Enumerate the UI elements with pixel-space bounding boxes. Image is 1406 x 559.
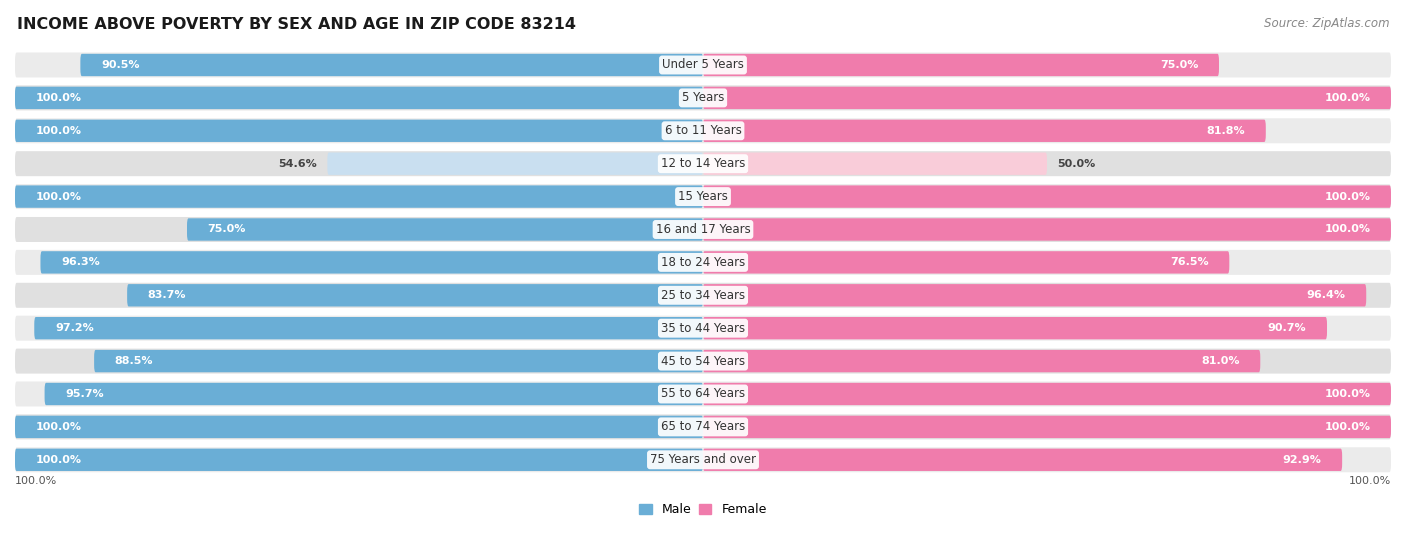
FancyBboxPatch shape <box>15 217 1391 242</box>
Text: 6 to 11 Years: 6 to 11 Years <box>665 124 741 138</box>
FancyBboxPatch shape <box>15 416 703 438</box>
Text: 76.5%: 76.5% <box>1170 257 1209 267</box>
FancyBboxPatch shape <box>15 447 1391 472</box>
Text: 65 to 74 Years: 65 to 74 Years <box>661 420 745 433</box>
Text: 18 to 24 Years: 18 to 24 Years <box>661 256 745 269</box>
Text: 55 to 64 Years: 55 to 64 Years <box>661 387 745 400</box>
Text: 50.0%: 50.0% <box>1057 159 1095 169</box>
FancyBboxPatch shape <box>15 151 1391 176</box>
Text: 45 to 54 Years: 45 to 54 Years <box>661 354 745 368</box>
Text: 75.0%: 75.0% <box>208 225 246 234</box>
Text: 100.0%: 100.0% <box>1324 225 1371 234</box>
Text: 83.7%: 83.7% <box>148 290 186 300</box>
FancyBboxPatch shape <box>94 350 703 372</box>
FancyBboxPatch shape <box>15 250 1391 275</box>
Text: 100.0%: 100.0% <box>1348 476 1391 486</box>
FancyBboxPatch shape <box>127 284 703 306</box>
Text: 100.0%: 100.0% <box>35 422 82 432</box>
Text: 75 Years and over: 75 Years and over <box>650 453 756 466</box>
FancyBboxPatch shape <box>703 153 1047 175</box>
Text: 16 and 17 Years: 16 and 17 Years <box>655 223 751 236</box>
FancyBboxPatch shape <box>703 219 1391 241</box>
Text: 88.5%: 88.5% <box>115 356 153 366</box>
Text: 25 to 34 Years: 25 to 34 Years <box>661 289 745 302</box>
FancyBboxPatch shape <box>15 316 1391 340</box>
Text: 95.7%: 95.7% <box>65 389 104 399</box>
FancyBboxPatch shape <box>328 153 703 175</box>
FancyBboxPatch shape <box>15 186 703 208</box>
Text: 81.0%: 81.0% <box>1201 356 1240 366</box>
FancyBboxPatch shape <box>15 86 1391 110</box>
Text: 100.0%: 100.0% <box>1324 422 1371 432</box>
Text: 97.2%: 97.2% <box>55 323 94 333</box>
FancyBboxPatch shape <box>703 284 1367 306</box>
FancyBboxPatch shape <box>703 416 1391 438</box>
Text: 100.0%: 100.0% <box>15 476 58 486</box>
Text: 35 to 44 Years: 35 to 44 Years <box>661 321 745 335</box>
Text: 100.0%: 100.0% <box>35 192 82 202</box>
FancyBboxPatch shape <box>15 414 1391 439</box>
FancyBboxPatch shape <box>80 54 703 76</box>
FancyBboxPatch shape <box>15 349 1391 373</box>
Text: 96.4%: 96.4% <box>1306 290 1346 300</box>
FancyBboxPatch shape <box>15 119 1391 143</box>
Text: Source: ZipAtlas.com: Source: ZipAtlas.com <box>1264 17 1389 30</box>
FancyBboxPatch shape <box>703 350 1260 372</box>
FancyBboxPatch shape <box>187 219 703 241</box>
FancyBboxPatch shape <box>15 184 1391 209</box>
Text: 5 Years: 5 Years <box>682 91 724 105</box>
FancyBboxPatch shape <box>703 383 1391 405</box>
Text: Under 5 Years: Under 5 Years <box>662 59 744 72</box>
Text: 100.0%: 100.0% <box>1324 389 1371 399</box>
FancyBboxPatch shape <box>15 381 1391 406</box>
FancyBboxPatch shape <box>41 251 703 273</box>
FancyBboxPatch shape <box>15 283 1391 308</box>
Text: 100.0%: 100.0% <box>35 455 82 465</box>
FancyBboxPatch shape <box>703 120 1265 142</box>
Text: 81.8%: 81.8% <box>1206 126 1246 136</box>
Legend: Male, Female: Male, Female <box>634 498 772 522</box>
Text: 54.6%: 54.6% <box>278 159 316 169</box>
Text: 100.0%: 100.0% <box>35 126 82 136</box>
FancyBboxPatch shape <box>703 317 1327 339</box>
FancyBboxPatch shape <box>703 449 1343 471</box>
FancyBboxPatch shape <box>703 54 1219 76</box>
FancyBboxPatch shape <box>15 449 703 471</box>
FancyBboxPatch shape <box>45 383 703 405</box>
FancyBboxPatch shape <box>15 87 703 109</box>
Text: 15 Years: 15 Years <box>678 190 728 203</box>
FancyBboxPatch shape <box>15 53 1391 78</box>
Text: 100.0%: 100.0% <box>35 93 82 103</box>
Text: 90.5%: 90.5% <box>101 60 139 70</box>
Text: 100.0%: 100.0% <box>1324 192 1371 202</box>
Text: 12 to 14 Years: 12 to 14 Years <box>661 157 745 170</box>
Text: 75.0%: 75.0% <box>1160 60 1198 70</box>
Text: 100.0%: 100.0% <box>1324 93 1371 103</box>
Text: 92.9%: 92.9% <box>1282 455 1322 465</box>
Text: 96.3%: 96.3% <box>60 257 100 267</box>
FancyBboxPatch shape <box>34 317 703 339</box>
FancyBboxPatch shape <box>15 120 703 142</box>
FancyBboxPatch shape <box>703 251 1229 273</box>
Text: INCOME ABOVE POVERTY BY SEX AND AGE IN ZIP CODE 83214: INCOME ABOVE POVERTY BY SEX AND AGE IN Z… <box>17 17 576 32</box>
FancyBboxPatch shape <box>703 186 1391 208</box>
FancyBboxPatch shape <box>703 87 1391 109</box>
Text: 90.7%: 90.7% <box>1268 323 1306 333</box>
